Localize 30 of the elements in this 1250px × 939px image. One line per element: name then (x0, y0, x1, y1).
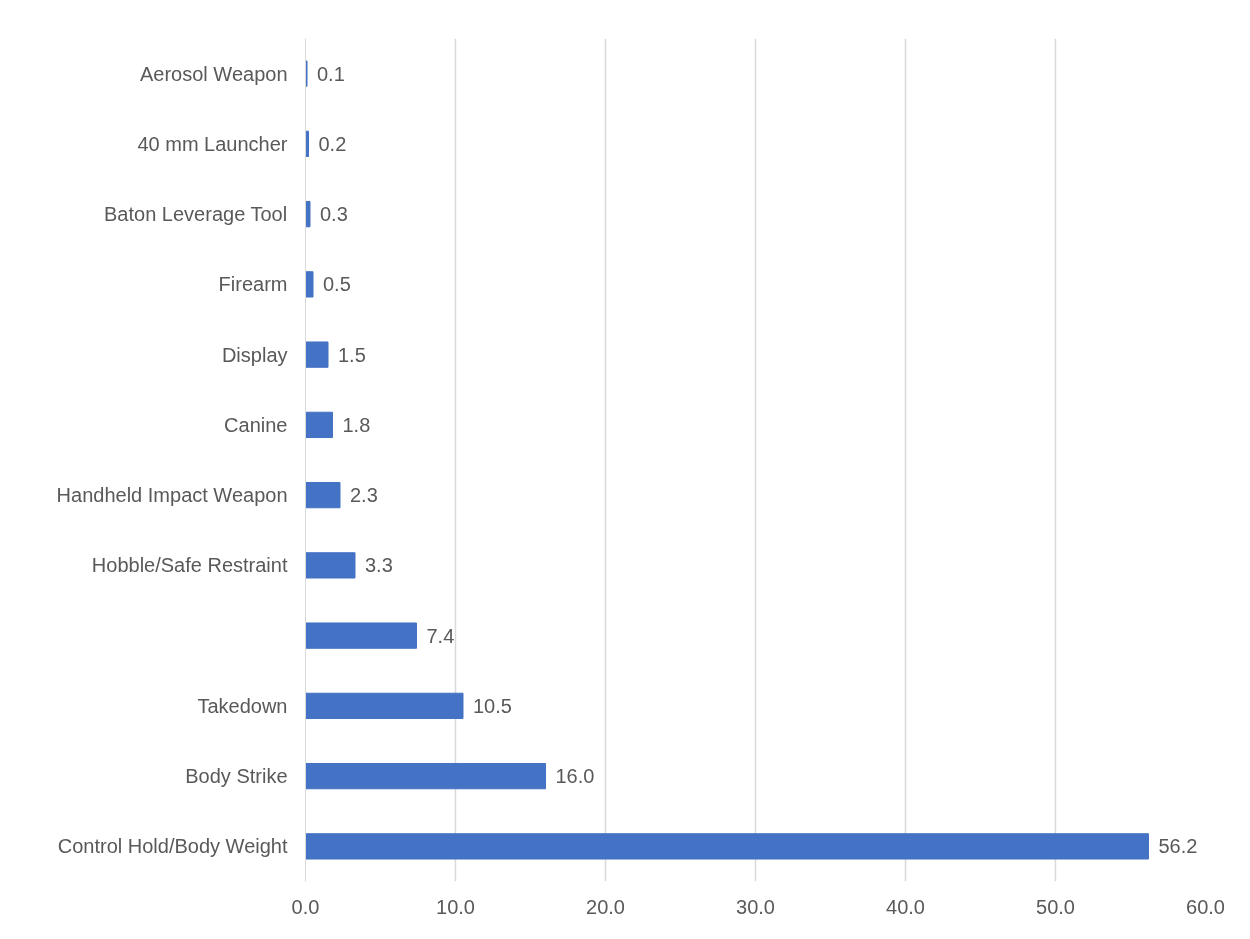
y-tick-label: Aerosol Weapon (140, 62, 288, 85)
data-label: 1.5 (338, 343, 366, 366)
data-label: 7.4 (426, 624, 455, 647)
data-label: 0.2 (318, 132, 347, 155)
x-tick-label: 30.0 (736, 895, 775, 918)
data-label: 10.5 (473, 694, 512, 717)
data-label: 0.5 (323, 273, 351, 296)
y-tick-label: Display (221, 343, 288, 366)
data-label: 2.3 (350, 484, 378, 507)
y-tick-label: Hobble/Safe Restraint (91, 554, 288, 577)
data-label: 3.3 (365, 554, 393, 577)
y-tick-label: Baton Leverage Tool (104, 203, 288, 226)
y-tick-label: Takedown (197, 694, 288, 717)
data-label: 1.8 (342, 413, 371, 436)
x-tick-label: 20.0 (586, 895, 625, 918)
x-tick-label: 0.0 (291, 895, 320, 918)
x-tick-label: 50.0 (1036, 895, 1075, 918)
y-tick-label: Control Hold/Body Weight (57, 835, 288, 858)
x-tick-label: 10.0 (436, 895, 475, 918)
data-label: 0.1 (317, 62, 345, 85)
data-label: 0.3 (320, 203, 348, 226)
y-tick-label: Canine (224, 413, 288, 436)
x-tick-label: 60.0 (1186, 895, 1225, 918)
y-tick-label: Firearm (218, 273, 288, 296)
x-tick-label: 40.0 (886, 895, 925, 918)
data-label: 16.0 (555, 765, 595, 788)
data-label: 56.2 (1158, 835, 1198, 858)
y-tick-label: Handheld Impact Weapon (56, 484, 288, 507)
y-tick-label: Body Strike (185, 765, 288, 788)
y-tick-label: 40 mm Launcher (137, 132, 288, 155)
